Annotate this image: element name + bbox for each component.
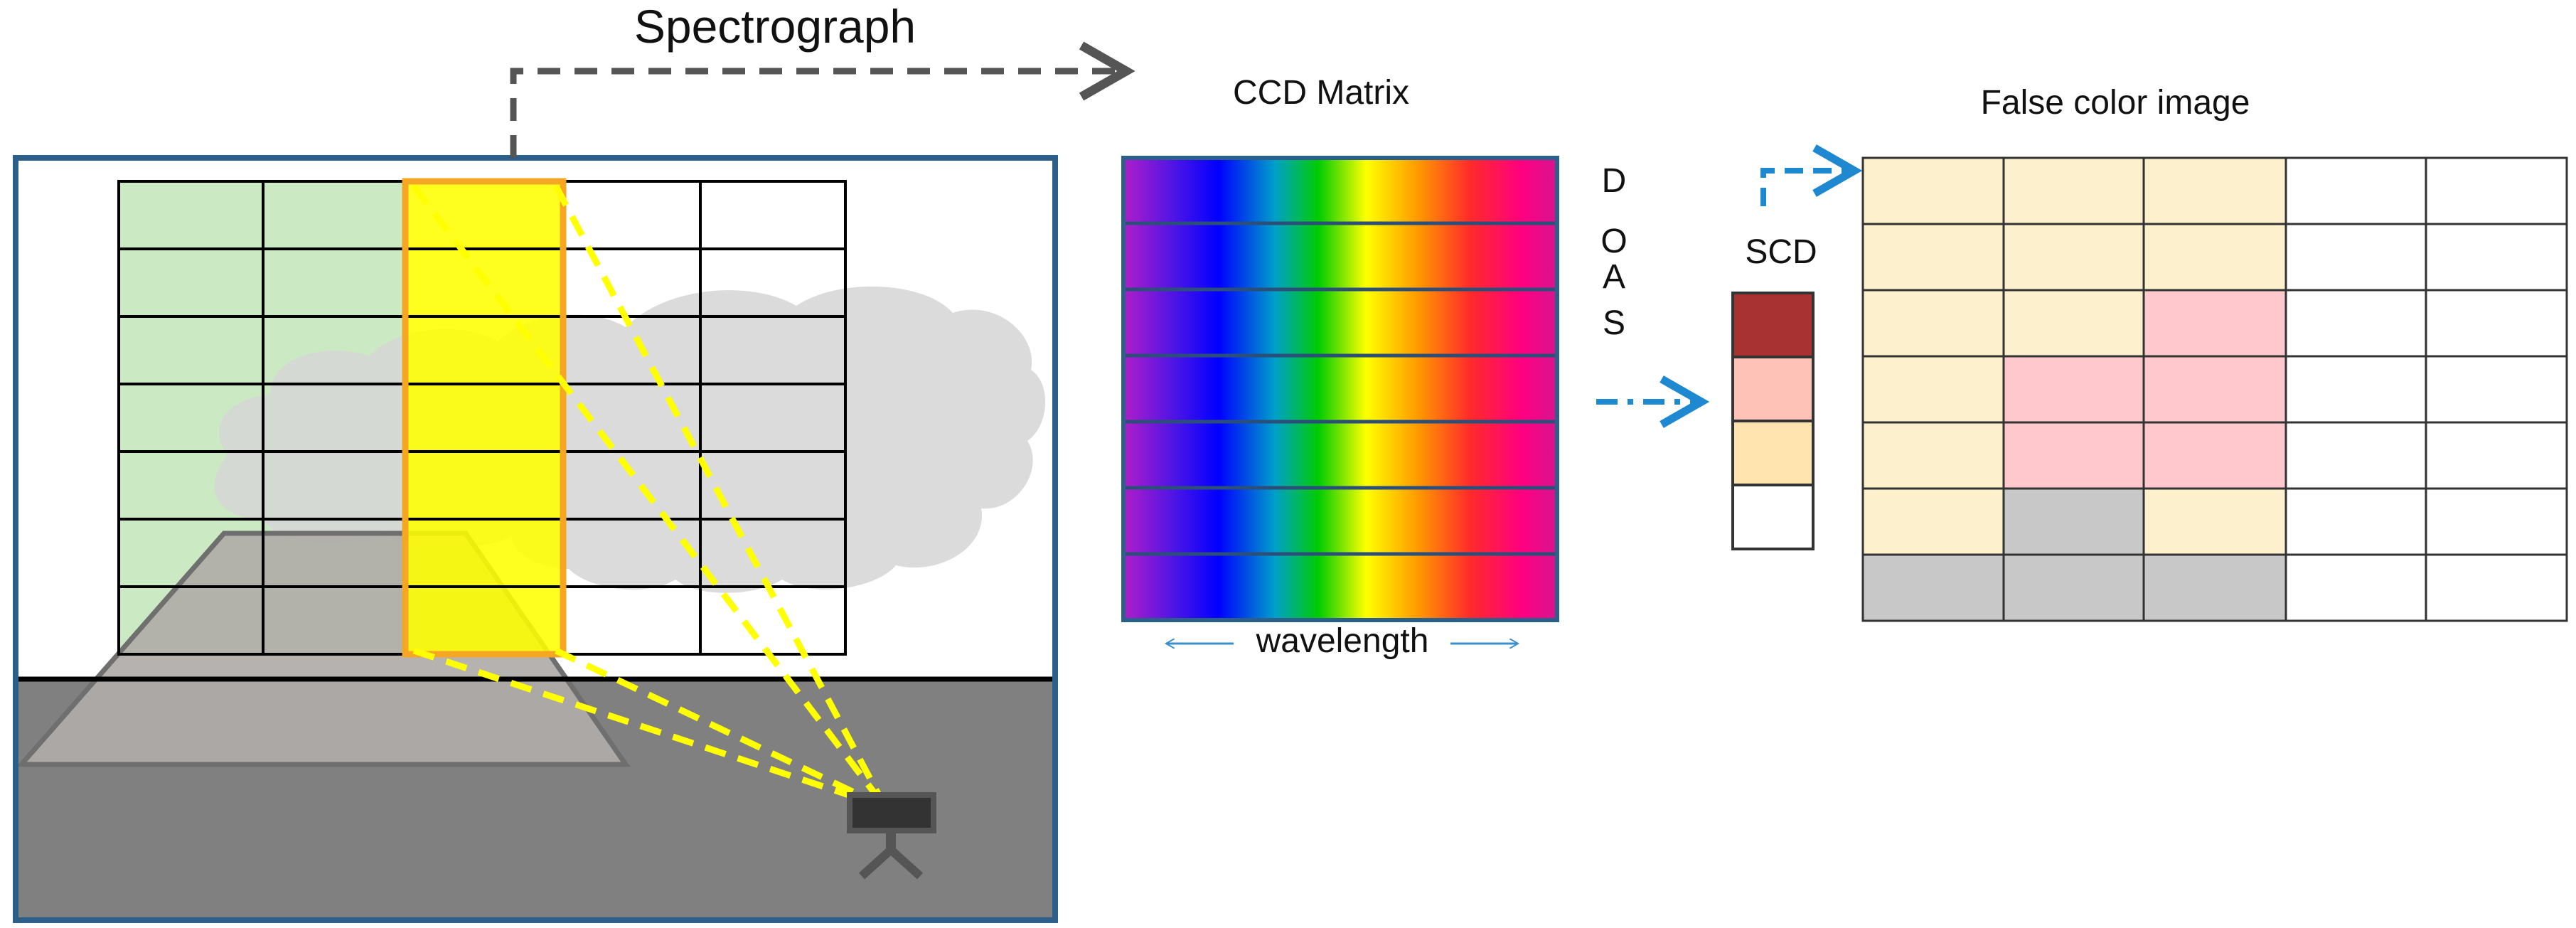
- false-color-cell: [2142, 553, 2287, 622]
- spectrograph-label: Spectrograph: [634, 0, 916, 53]
- false-color-cell: [2284, 223, 2427, 292]
- false-color-cell: [2142, 156, 2287, 225]
- false-color-cell: [2425, 156, 2568, 225]
- scd-scale: [1731, 292, 1815, 550]
- false-color-cell: [2284, 156, 2427, 225]
- scene-panel: [13, 155, 1058, 923]
- scd-label: SCD: [1745, 233, 1817, 271]
- false-color-cell: [2002, 553, 2145, 622]
- false-color-cell: [1861, 223, 2005, 292]
- false-color-cell: [2142, 355, 2287, 424]
- ccd-spectrum-fill: [1123, 158, 1557, 620]
- false-color-cell: [2002, 289, 2145, 358]
- scd-cell-salmon: [1731, 356, 1815, 422]
- false-color-cell: [1861, 289, 2005, 358]
- false-color-cell: [2425, 421, 2568, 490]
- ccd-matrix-title: CCD Matrix: [1233, 74, 1409, 112]
- false-color-cell: [2002, 487, 2145, 556]
- wavelength-label: wavelength: [1256, 622, 1429, 660]
- false-color-cell: [2284, 355, 2427, 424]
- false-color-cell: [2284, 487, 2427, 556]
- false-color-cell: [2002, 355, 2145, 424]
- false-color-cell: [2284, 421, 2427, 490]
- false-color-cell: [2425, 355, 2568, 424]
- yellow-column: [405, 181, 563, 654]
- column-outline: [402, 178, 567, 658]
- scd-cell-peach: [1731, 420, 1815, 486]
- false-color-cell: [1861, 355, 2005, 424]
- doas-letter-a: A: [1603, 258, 1625, 296]
- false-color-cell: [2002, 421, 2145, 490]
- false-color-cell: [2425, 553, 2568, 622]
- false-color-cell: [2425, 223, 2568, 292]
- doas-letter-o: O: [1600, 223, 1627, 260]
- false-color-cell: [2284, 289, 2427, 358]
- scd-cell-dark-red: [1731, 292, 1815, 358]
- false-color-grid: [1861, 156, 2568, 622]
- false-color-cell: [2142, 223, 2287, 292]
- false-color-cell: [1861, 156, 2005, 225]
- doas-letter-d: D: [1602, 162, 1627, 200]
- scene-border: [13, 155, 1058, 923]
- camera-icon: [847, 792, 936, 880]
- false-color-cell: [1861, 553, 2005, 622]
- false-color-cell: [2142, 487, 2287, 556]
- false-color-cell: [2002, 156, 2145, 225]
- false-color-cell: [2002, 223, 2145, 292]
- false-color-title: False color image: [1981, 84, 2250, 122]
- false-color-cell: [2142, 421, 2287, 490]
- sight-lines: [411, 184, 888, 811]
- ccd-border: [1121, 156, 1559, 622]
- false-color-cell: [1861, 421, 2005, 490]
- false-color-cell: [2284, 553, 2427, 622]
- false-color-cell: [1861, 487, 2005, 556]
- ccd-matrix: [1121, 156, 1559, 622]
- scd-cell-white: [1731, 484, 1815, 550]
- false-color-cell: [2425, 487, 2568, 556]
- false-color-cell: [2142, 289, 2287, 358]
- spectrograph-arrow: [510, 41, 1135, 158]
- false-color-cell: [2425, 289, 2568, 358]
- doas-letter-s: S: [1603, 304, 1625, 342]
- doas-label: D O A S: [1600, 162, 1627, 342]
- dashed-elbow-arrow-icon: [1760, 144, 1863, 206]
- ccd-row-lines: [1123, 221, 1557, 556]
